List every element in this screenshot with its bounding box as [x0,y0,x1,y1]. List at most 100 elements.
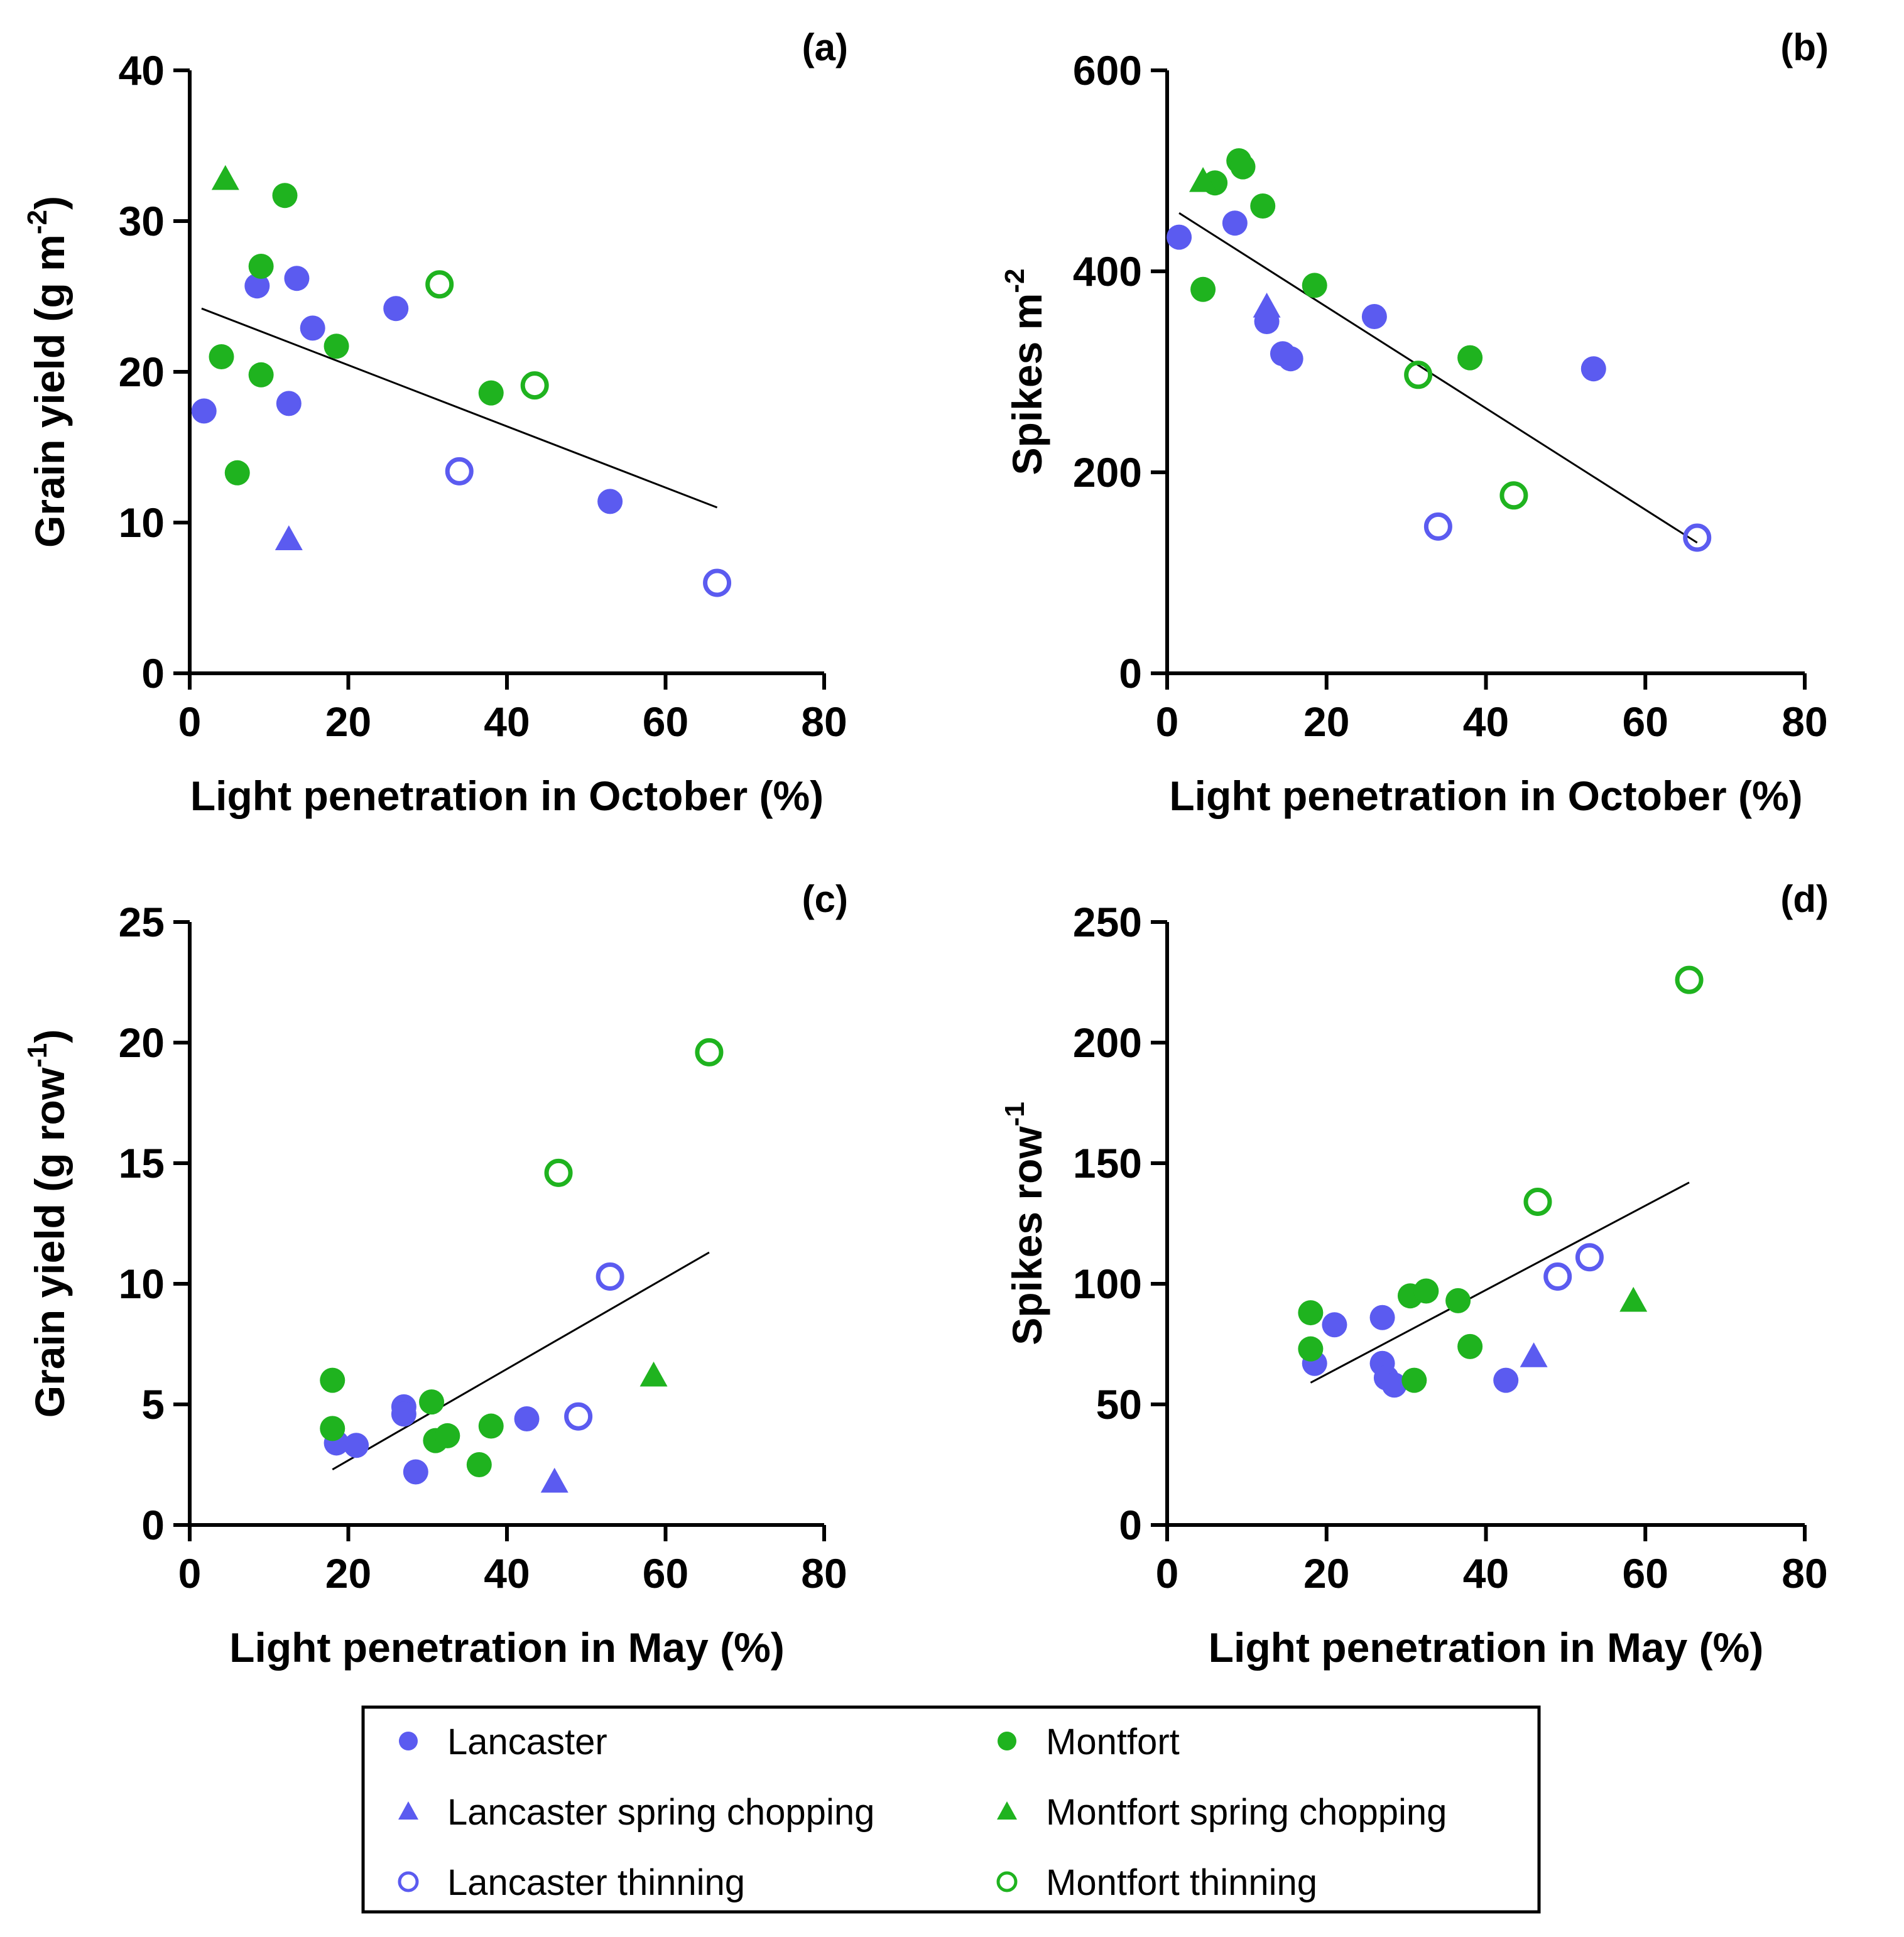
y-axis-label: Spikes row-1 [999,1102,1050,1345]
data-point-lancaster [1322,1312,1347,1338]
data-point-montfort_spring [639,1361,668,1387]
data-point-lancaster [1361,304,1387,329]
legend-label: Lancaster [447,1722,607,1762]
data-point-lancaster_thin [703,568,732,597]
data-point-lancaster [383,296,409,322]
chart-panel-c: 0 5 10 15 20 25 0 20 40 60 80 Light penetration in … [22,878,848,1671]
data-point-lancaster [403,1459,428,1485]
data-point-montfort [209,344,234,369]
legend: Lancaster Montfort Lancaster spring choppi… [361,1705,1541,1914]
x-tick-label: 40 [1463,698,1509,745]
x-tick-label: 0 [178,1550,202,1597]
legend-item-montfort: Montfort [998,1722,1180,1762]
trend-line [201,307,718,509]
y-axis-label-main: Spikes m [1004,293,1050,475]
legend-marker [399,1732,418,1750]
y-tick-label: 0 [141,1502,165,1548]
y-axis-label-superscript: -1 [22,1043,53,1068]
y-tick-label: 0 [141,650,165,697]
y-tick-label: 20 [119,349,165,395]
data-point-montfort_thin [695,1038,724,1066]
data-point-lancaster [1580,356,1606,382]
data-point-montfort [1190,276,1216,302]
y-tick-label: 5 [141,1381,165,1428]
data-point-montfort_thin [544,1158,573,1187]
data-point-lancaster [1167,224,1192,250]
x-tick-label: 80 [801,698,847,745]
y-axis-label: Grain yield (g m-2) [22,196,73,548]
chart-panel-a: 0 10 20 30 40 0 20 40 60 80 Light penetration in O… [22,26,848,819]
legend-item-montfort_thin: Montfort thinning [996,1862,1317,1903]
panel-label: (d) [1780,878,1829,920]
data-point-montfort [224,460,250,486]
data-point-lancaster [344,1433,369,1458]
y-tick-label: 400 [1073,248,1142,295]
x-tick-label: 20 [1303,698,1349,745]
y-tick-label: 15 [119,1140,165,1186]
legend-item-lancaster: Lancaster [399,1722,607,1762]
legend-marker [996,1871,1018,1892]
x-tick-label: 40 [484,1550,530,1597]
data-point-montfort [320,1367,345,1393]
data-point-lancaster_thin [1575,1243,1604,1272]
x-tick-label: 20 [1303,1550,1349,1597]
data-point-montfort [320,1416,345,1441]
data-point-montfort_thin [520,371,549,400]
data-point-montfort [1298,1300,1324,1326]
data-point-montfort [1302,273,1327,298]
x-tick-label: 60 [1623,698,1668,745]
legend-item-montfort_spring: Montfort spring chopping [997,1792,1447,1833]
data-point-lancaster [191,398,217,424]
y-axis-label-superscript: -2 [999,269,1030,293]
y-axis-label-end: ) [26,1029,73,1043]
data-point-montfort [1457,1333,1483,1359]
y-tick-label: 100 [1073,1261,1142,1307]
y-axis-label: Grain yield (g row-1) [22,1029,73,1418]
data-point-montfort [272,183,298,209]
data-point-montfort_thin [425,270,454,299]
legend-label: Montfort thinning [1046,1862,1317,1903]
data-point-lancaster [597,489,623,514]
y-tick-label: 150 [1073,1140,1142,1186]
legend-label: Montfort [1046,1722,1180,1762]
data-point-montfort_thin [1499,481,1528,510]
y-axis-label-end: ) [26,196,73,210]
data-point-lancaster_thin [596,1262,624,1291]
y-tick-label: 25 [119,899,165,945]
y-axis-label: Spikes m-2 [999,269,1050,475]
x-tick-label: 40 [484,698,530,745]
data-point-lancaster_thin [1543,1262,1572,1291]
legend-label: Lancaster spring chopping [447,1792,874,1833]
legend-label: Lancaster thinning [447,1862,745,1903]
data-point-lancaster [1381,1372,1407,1398]
y-tick-label: 0 [1119,650,1142,697]
y-tick-label: 30 [119,198,165,244]
data-point-montfort [478,380,504,406]
x-tick-label: 40 [1463,1550,1509,1597]
panel-label: (a) [802,26,848,68]
data-point-montfort [478,1413,504,1439]
x-axis-label: Light penetration in May (%) [1209,1624,1764,1671]
y-axis-label-main: Grain yield (g m [26,234,73,548]
data-point-montfort [435,1423,460,1448]
data-point-montfort [1250,193,1276,219]
y-axis-label-main: Spikes row [1004,1126,1050,1345]
data-point-montfort_thin [1675,965,1704,994]
legend-marker [998,1732,1016,1750]
data-point-montfort [1298,1336,1324,1362]
y-tick-label: 200 [1073,449,1142,496]
legend-marker [398,1801,418,1820]
x-axis-label: Light penetration in October (%) [190,773,824,819]
data-point-lancaster [1278,346,1303,372]
y-tick-label: 0 [1119,1502,1142,1548]
x-tick-label: 60 [643,1550,688,1597]
data-point-lancaster [1493,1367,1519,1393]
data-point-montfort_thin [1404,361,1433,389]
data-point-montfort [324,334,349,359]
data-point-lancaster [1369,1305,1395,1330]
chart-panel-b: 0 200 400 600 0 20 40 60 80 Light penetration in … [999,26,1829,819]
data-point-montfort [248,254,274,279]
x-tick-label: 20 [325,698,371,745]
data-point-lancaster_thin [445,457,474,486]
